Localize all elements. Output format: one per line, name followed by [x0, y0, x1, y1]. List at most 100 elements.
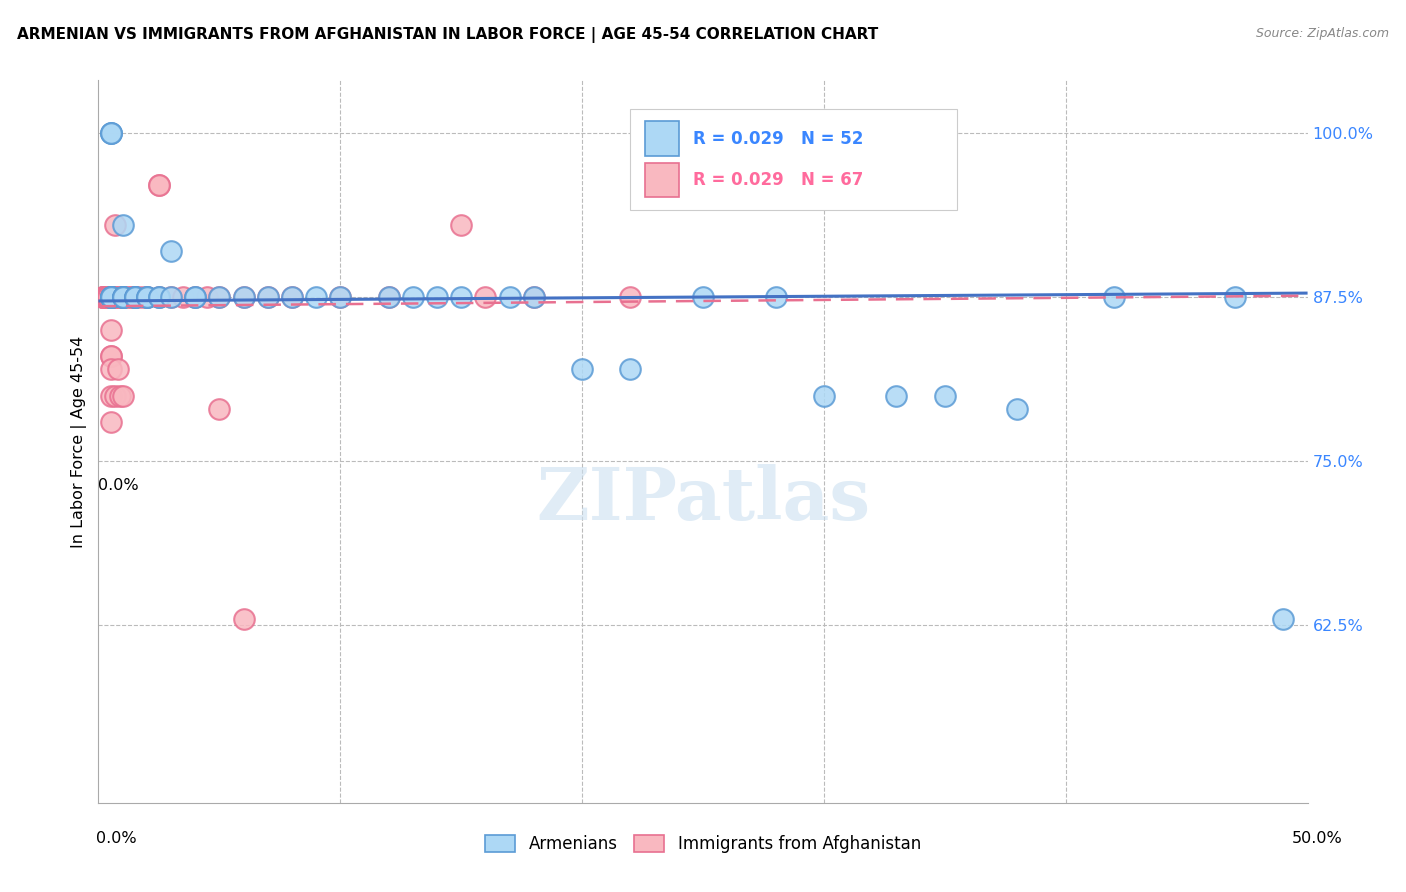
Point [184, 290, 207, 304]
Point [281, 290, 304, 304]
Point [1272, 612, 1295, 626]
Point [100, 290, 122, 304]
Point [104, 218, 127, 232]
Bar [645, 162, 679, 197]
Point [111, 290, 134, 304]
Point [135, 290, 157, 304]
Point [148, 290, 170, 304]
Legend: Armenians, Immigrants from Afghanistan: Armenians, Immigrants from Afghanistan [478, 828, 928, 860]
FancyBboxPatch shape [630, 109, 957, 211]
Point [523, 290, 546, 304]
Point [160, 290, 183, 304]
Point [100, 323, 122, 337]
Point [97, 290, 120, 304]
Point [329, 290, 352, 304]
Point [91, 290, 114, 304]
Point [107, 362, 129, 376]
Point [117, 290, 139, 304]
Point [111, 290, 134, 304]
Point [232, 290, 254, 304]
Point [1007, 401, 1029, 416]
Text: R = 0.029   N = 52: R = 0.029 N = 52 [693, 130, 863, 148]
Text: R = 0.029   N = 67: R = 0.029 N = 67 [693, 171, 863, 189]
Point [124, 290, 146, 304]
Point [100, 290, 122, 304]
Point [121, 290, 143, 304]
Point [232, 290, 254, 304]
Point [124, 290, 146, 304]
Point [474, 290, 496, 304]
Point [104, 290, 127, 304]
Point [91, 290, 114, 304]
Text: 0.0%: 0.0% [98, 477, 139, 492]
Point [100, 290, 122, 304]
Point [100, 290, 122, 304]
Point [100, 290, 122, 304]
Point [886, 388, 908, 402]
Point [256, 290, 278, 304]
Point [111, 290, 134, 304]
Point [100, 126, 122, 140]
Point [124, 290, 146, 304]
Point [100, 362, 122, 376]
Point [100, 290, 122, 304]
Point [450, 218, 472, 232]
Point [100, 290, 122, 304]
Point [91, 290, 114, 304]
Point [148, 178, 170, 193]
Point [124, 290, 146, 304]
Point [1102, 290, 1125, 304]
Text: ZIPatlas: ZIPatlas [536, 464, 870, 535]
Point [100, 290, 122, 304]
Text: Source: ZipAtlas.com: Source: ZipAtlas.com [1256, 27, 1389, 40]
Point [619, 290, 641, 304]
Point [498, 290, 520, 304]
Text: 50.0%: 50.0% [1292, 831, 1343, 846]
Point [100, 290, 122, 304]
Point [426, 290, 449, 304]
Point [208, 290, 231, 304]
Point [91, 290, 114, 304]
Point [256, 290, 278, 304]
Point [97, 290, 120, 304]
Point [94, 290, 117, 304]
Point [450, 290, 472, 304]
Text: ARMENIAN VS IMMIGRANTS FROM AFGHANISTAN IN LABOR FORCE | AGE 45-54 CORRELATION C: ARMENIAN VS IMMIGRANTS FROM AFGHANISTAN … [17, 27, 879, 43]
Point [305, 290, 328, 304]
Point [94, 290, 117, 304]
Point [131, 290, 153, 304]
Point [100, 290, 122, 304]
Point [208, 401, 231, 416]
Bar [645, 121, 679, 156]
Point [135, 290, 157, 304]
Point [377, 290, 399, 304]
Point [160, 244, 183, 258]
Point [107, 290, 129, 304]
Point [934, 388, 956, 402]
Point [111, 290, 134, 304]
Point [619, 362, 641, 376]
Point [100, 349, 122, 363]
Point [813, 388, 835, 402]
Point [765, 290, 787, 304]
Point [377, 290, 399, 304]
Point [571, 362, 593, 376]
Point [104, 290, 127, 304]
Point [184, 290, 207, 304]
Point [135, 290, 157, 304]
Point [232, 612, 254, 626]
Point [127, 290, 149, 304]
Point [100, 349, 122, 363]
Point [281, 290, 304, 304]
Point [97, 290, 120, 304]
Point [692, 290, 714, 304]
Point [108, 388, 131, 402]
Point [94, 290, 117, 304]
Point [100, 126, 122, 140]
Point [148, 290, 170, 304]
Point [111, 290, 134, 304]
Point [111, 290, 134, 304]
Point [104, 388, 127, 402]
Point [111, 388, 134, 402]
Point [402, 290, 425, 304]
